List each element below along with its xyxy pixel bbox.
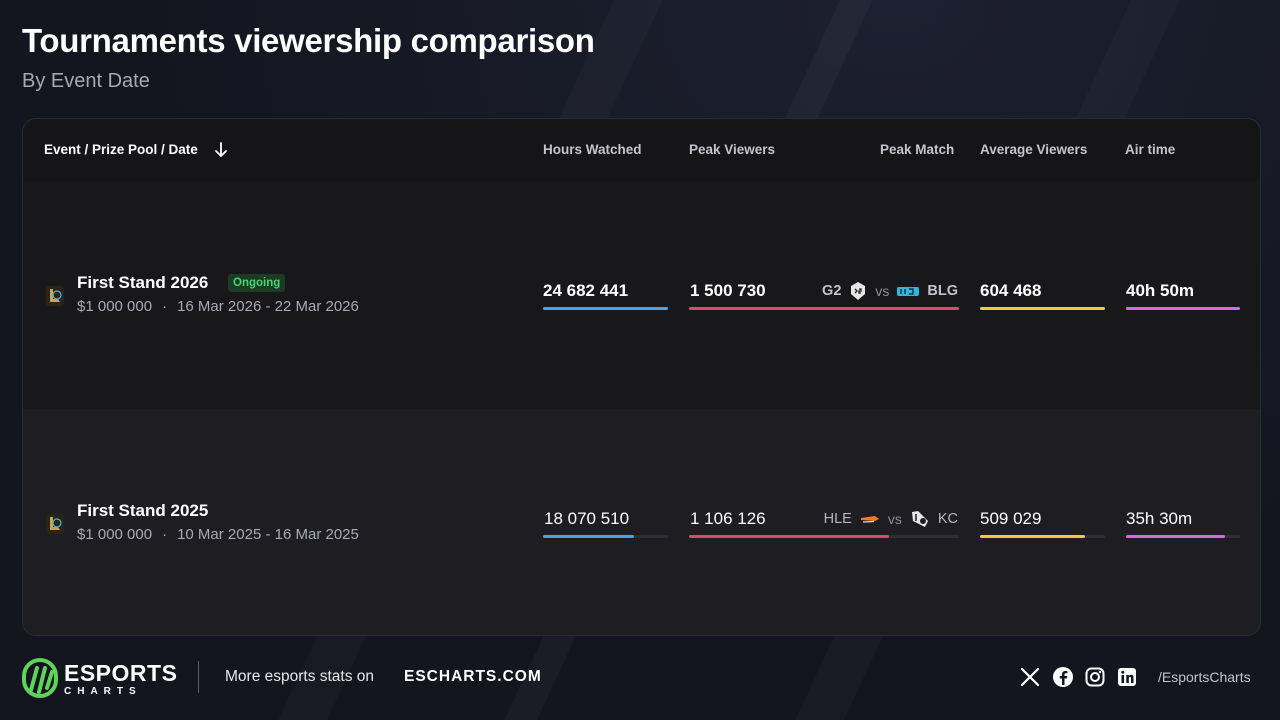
hours-watched-value: 18 070 510: [544, 509, 630, 528]
page-subtitle: By Event Date: [22, 70, 150, 92]
comparison-table: Event / Prize Pool / Date Hours Watched …: [22, 118, 1261, 636]
column-header-event[interactable]: Event / Prize Pool / Date: [44, 142, 198, 157]
column-header-air-time[interactable]: Air time: [1125, 142, 1176, 157]
status-badge: Ongoing: [228, 274, 286, 292]
facebook-icon[interactable]: [1052, 666, 1074, 688]
peak-viewers-bar: [689, 307, 959, 310]
prize-pool: $1 000 000: [77, 298, 153, 315]
league-of-legends-icon: [46, 286, 64, 306]
table-header: Event / Prize Pool / Date Hours Watched …: [23, 119, 1260, 181]
linkedin-icon[interactable]: [1116, 666, 1138, 688]
promo-text: More esports stats on: [225, 668, 375, 685]
peak-viewers-bar: [689, 535, 959, 538]
air-time-value: 40h 50m: [1126, 281, 1195, 300]
brand-subname: CHARTS: [64, 686, 142, 697]
hanwha-life-logo-icon: [860, 516, 879, 523]
versus-label: vs: [887, 511, 902, 527]
promo-link[interactable]: ESCHARTS.COM: [404, 668, 542, 685]
league-of-legends-icon: [46, 514, 64, 534]
event-dates: 10 Mar 2025 - 16 Mar 2025: [177, 526, 359, 543]
esports-charts-logo-icon[interactable]: [20, 656, 60, 698]
team-2-name: KC: [937, 511, 958, 527]
average-viewers-value: 509 029: [980, 509, 1042, 528]
versus-label: vs: [875, 283, 890, 299]
team-2-name: BLG: [927, 283, 958, 299]
average-viewers-bar-fill: [980, 307, 1105, 310]
footer-divider: [198, 661, 199, 693]
air-time-bar-fill: [1126, 307, 1240, 310]
instagram-icon[interactable]: [1084, 666, 1106, 688]
peak-viewers-bar-fill: [689, 535, 889, 538]
peak-match[interactable]: G2 vs BLG: [822, 281, 958, 301]
hours-watched-value: 24 682 441: [543, 281, 629, 300]
brand-name[interactable]: ESPORTS: [64, 660, 178, 686]
air-time-value: 35h 30m: [1126, 509, 1193, 528]
column-header-peak-viewers[interactable]: Peak Viewers: [689, 142, 776, 157]
social-handle[interactable]: /EsportsCharts: [1158, 669, 1251, 685]
g2-esports-logo-icon: [851, 282, 866, 300]
hours-watched-bar-fill: [543, 535, 635, 538]
page-title: Tournaments viewership comparison: [22, 22, 595, 59]
air-time-bar: [1126, 535, 1240, 538]
event-dates: 16 Mar 2026 - 22 Mar 2026: [177, 298, 359, 315]
bilibili-gaming-logo-icon: [897, 287, 920, 296]
team-1-name: G2: [822, 283, 842, 299]
event-meta: $1 000 000 · 16 Mar 2026 - 22 Mar 2026: [77, 298, 359, 315]
separator-dot: ·: [162, 526, 168, 543]
karmine-corp-logo-icon: [911, 511, 928, 527]
prize-pool: $1 000 000: [77, 526, 153, 543]
peak-match[interactable]: HLE vs KC: [824, 509, 958, 529]
hours-watched-bar-fill: [543, 307, 668, 310]
separator-dot: ·: [162, 298, 168, 315]
team-1-name: HLE: [823, 511, 852, 527]
column-header-average-viewers[interactable]: Average Viewers: [980, 142, 1088, 157]
event-name[interactable]: First Stand 2026: [77, 273, 209, 292]
air-time-bar: [1126, 307, 1240, 310]
hours-watched-bar: [543, 307, 668, 310]
average-viewers-value: 604 468: [980, 281, 1042, 300]
peak-viewers-value: 1 106 126: [690, 509, 766, 528]
average-viewers-bar-fill: [980, 535, 1085, 538]
footer: ESPORTS CHARTS More esports stats on ESC…: [0, 650, 1280, 720]
average-viewers-bar: [980, 535, 1105, 538]
average-viewers-bar: [980, 307, 1105, 310]
table-row[interactable]: First Stand 2025 $1 000 000 · 10 Mar 2025 …: [23, 409, 1260, 635]
event-meta: $1 000 000 · 10 Mar 2025 - 16 Mar 2025: [77, 526, 359, 543]
table-row[interactable]: First Stand 2026 Ongoing $1 000 000 · 16 M…: [23, 181, 1260, 409]
peak-viewers-bar-fill: [689, 307, 959, 310]
air-time-bar-fill: [1126, 535, 1226, 538]
hours-watched-bar: [543, 535, 668, 538]
column-header-hours-watched[interactable]: Hours Watched: [543, 142, 642, 157]
x-icon[interactable]: [1019, 666, 1041, 688]
arrow-down-icon[interactable]: [213, 141, 229, 159]
column-header-peak-match[interactable]: Peak Match: [880, 142, 955, 157]
event-name[interactable]: First Stand 2025: [77, 501, 209, 520]
peak-viewers-value: 1 500 730: [690, 281, 766, 300]
